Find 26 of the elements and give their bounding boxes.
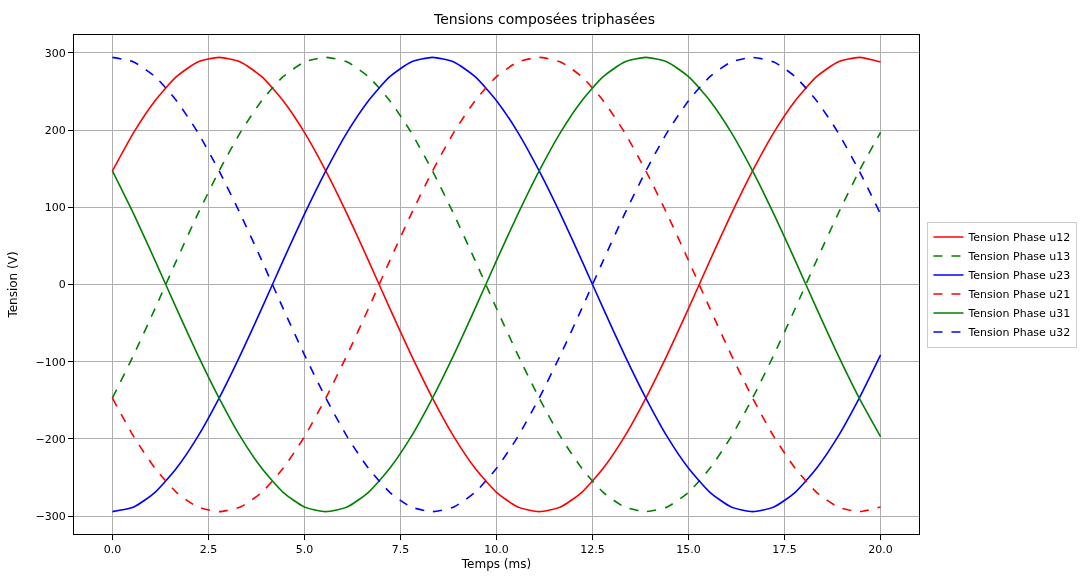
legend-label: Tension Phase u23	[967, 269, 1071, 283]
y-tick-label: 200	[44, 123, 66, 137]
x-tick-label: 7.5	[391, 543, 410, 557]
legend-label: Tension Phase u21	[967, 288, 1071, 302]
x-tick-label: 10.0	[484, 543, 509, 557]
y-tick-label: −300	[35, 510, 66, 524]
y-tick-label: 0	[58, 278, 66, 292]
x-tick-label: 0.0	[103, 543, 122, 557]
legend-label: Tension Phase u32	[967, 326, 1071, 340]
legend-label: Tension Phase u12	[967, 231, 1071, 245]
x-tick-label: 5.0	[295, 543, 314, 557]
y-tick-label: 100	[44, 201, 66, 215]
y-axis-title: Tension (V)	[5, 251, 20, 319]
y-tick-label: 300	[44, 46, 66, 60]
chart-title: Tensions composées triphasées	[433, 11, 655, 28]
x-axis-title: Temps (ms)	[460, 557, 532, 572]
line-series	[111, 56, 882, 513]
x-tick-label: 12.5	[580, 543, 605, 557]
legend-label: Tension Phase u31	[967, 307, 1071, 321]
x-tick-label: 15.0	[676, 543, 701, 557]
legend-label: Tension Phase u13	[967, 250, 1071, 264]
x-tick-label: 2.5	[199, 543, 218, 557]
x-tick-label: 20.0	[868, 543, 893, 557]
x-tick-label: 17.5	[772, 543, 797, 557]
y-tick-label: −200	[35, 432, 66, 446]
y-tick-label: −100	[35, 355, 66, 369]
